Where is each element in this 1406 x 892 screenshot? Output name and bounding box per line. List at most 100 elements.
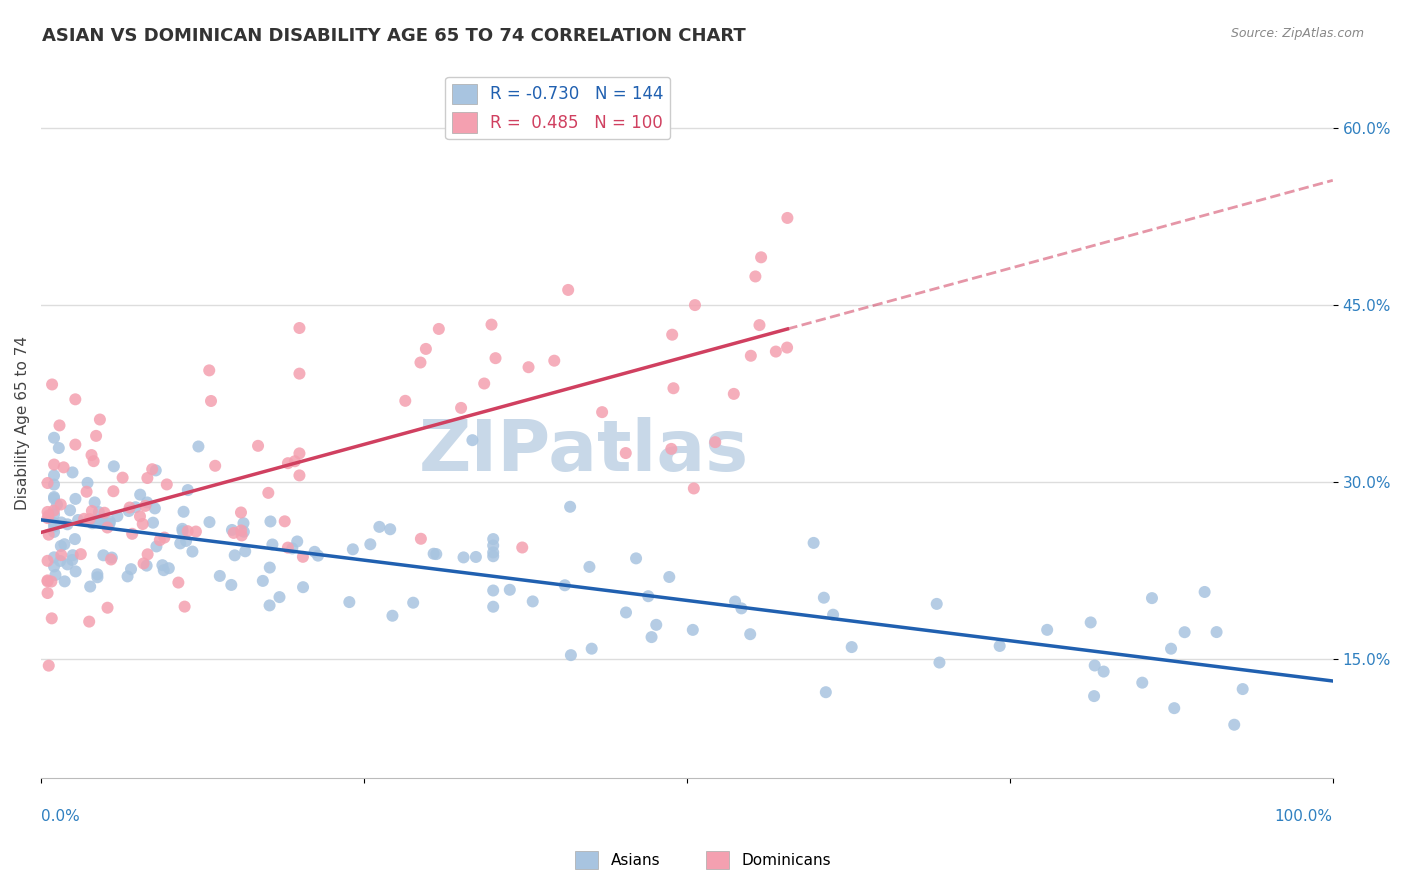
Point xyxy=(37,505,59,519)
Point xyxy=(204,458,226,473)
Point xyxy=(65,491,87,506)
Point xyxy=(682,623,704,637)
Point xyxy=(422,547,444,561)
Point xyxy=(683,298,706,312)
Point xyxy=(461,433,484,447)
Point xyxy=(222,525,245,540)
Point xyxy=(176,524,198,538)
Text: 0.0%: 0.0% xyxy=(41,809,80,824)
Point xyxy=(56,517,79,532)
Point xyxy=(257,486,280,500)
Point xyxy=(79,580,101,594)
Point xyxy=(42,503,65,517)
Point xyxy=(46,498,69,512)
Point xyxy=(744,269,766,284)
Point xyxy=(1160,641,1182,656)
Point xyxy=(93,506,115,520)
Point xyxy=(368,520,391,534)
Point xyxy=(658,570,681,584)
Point xyxy=(173,599,195,614)
Point xyxy=(101,550,124,565)
Point xyxy=(42,431,65,445)
Point xyxy=(198,515,221,529)
Point xyxy=(37,511,59,525)
Point xyxy=(640,630,662,644)
Point xyxy=(259,515,281,529)
Point xyxy=(381,608,404,623)
Point xyxy=(48,441,70,455)
Point xyxy=(136,547,159,561)
Point xyxy=(143,501,166,516)
Y-axis label: Disability Age 65 to 74: Disability Age 65 to 74 xyxy=(15,336,30,510)
Point xyxy=(149,533,172,548)
Point xyxy=(543,353,565,368)
Point xyxy=(277,541,299,555)
Point xyxy=(91,512,114,526)
Point xyxy=(198,363,221,377)
Point xyxy=(42,468,65,483)
Point xyxy=(63,532,86,546)
Point xyxy=(84,429,107,443)
Point xyxy=(41,611,63,625)
Point xyxy=(380,522,402,536)
Point xyxy=(49,539,72,553)
Point xyxy=(83,495,105,509)
Point xyxy=(740,349,762,363)
Point xyxy=(98,515,121,529)
Point xyxy=(150,558,173,573)
Point xyxy=(425,547,447,561)
Point xyxy=(52,460,75,475)
Point xyxy=(103,459,125,474)
Point xyxy=(141,462,163,476)
Point xyxy=(704,435,727,450)
Point xyxy=(37,475,59,490)
Point xyxy=(765,344,787,359)
Point xyxy=(281,541,304,556)
Point xyxy=(231,524,253,538)
Point xyxy=(1092,665,1115,679)
Point xyxy=(482,583,505,598)
Point xyxy=(49,498,72,512)
Point xyxy=(80,448,103,462)
Point xyxy=(91,515,114,529)
Point xyxy=(232,516,254,531)
Point xyxy=(645,617,668,632)
Point xyxy=(274,514,297,528)
Point xyxy=(56,558,79,572)
Point xyxy=(557,283,579,297)
Point xyxy=(624,551,647,566)
Point xyxy=(1083,689,1105,703)
Point xyxy=(427,322,450,336)
Point xyxy=(342,542,364,557)
Point xyxy=(252,574,274,588)
Point xyxy=(200,394,222,409)
Point xyxy=(167,575,190,590)
Point xyxy=(1174,625,1197,640)
Point xyxy=(661,327,683,342)
Point xyxy=(86,570,108,584)
Point xyxy=(925,597,948,611)
Point xyxy=(131,516,153,531)
Point xyxy=(730,601,752,615)
Point xyxy=(142,516,165,530)
Point xyxy=(48,418,70,433)
Point xyxy=(42,550,65,565)
Point xyxy=(394,393,416,408)
Point xyxy=(578,560,600,574)
Point xyxy=(174,533,197,548)
Point xyxy=(132,557,155,571)
Point xyxy=(482,549,505,564)
Point xyxy=(80,504,103,518)
Point xyxy=(499,582,522,597)
Point xyxy=(288,321,311,335)
Point xyxy=(65,392,87,407)
Point xyxy=(96,520,118,534)
Point xyxy=(65,565,87,579)
Point xyxy=(749,250,772,264)
Point xyxy=(38,508,60,523)
Point xyxy=(51,548,73,562)
Point xyxy=(157,561,180,575)
Point xyxy=(76,484,98,499)
Point xyxy=(1194,585,1216,599)
Point xyxy=(121,526,143,541)
